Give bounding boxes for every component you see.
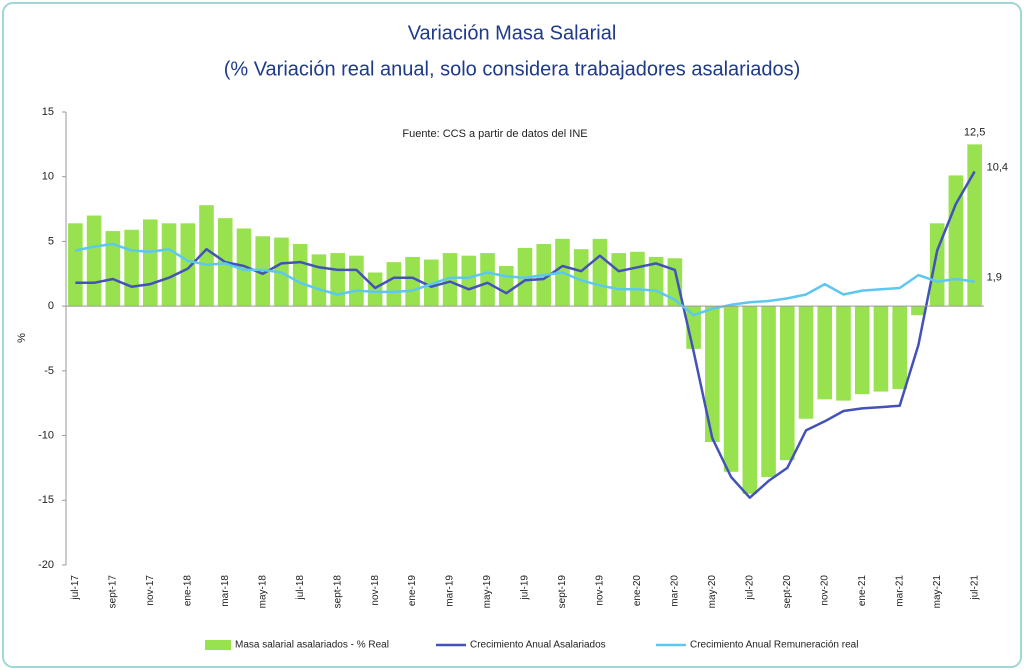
- x-tick-label: may-18: [257, 575, 268, 609]
- bar: [705, 306, 720, 443]
- bar: [648, 256, 664, 307]
- x-tick-label: may-21: [932, 575, 943, 609]
- bar: [817, 306, 833, 400]
- x-tick-label: mar-18: [220, 575, 231, 607]
- data-label: 10,4: [987, 161, 1008, 173]
- bar: [761, 306, 776, 477]
- bar: [948, 175, 964, 307]
- bar: [311, 254, 327, 307]
- bar: [367, 272, 383, 307]
- annotation: Fuente: CCS a partir de datos del INE: [402, 128, 587, 140]
- y-tick-label: 0: [48, 300, 54, 312]
- bar: [142, 219, 158, 307]
- y-tick-label: -20: [38, 559, 54, 571]
- x-tick-label: jul-17: [70, 575, 81, 601]
- x-tick-label: sept-17: [107, 575, 118, 609]
- x-tick-label: jul-18: [295, 575, 306, 601]
- bar: [105, 231, 121, 307]
- legend-label: Crecimiento Anual Asalariados: [470, 640, 606, 651]
- bar: [255, 236, 271, 307]
- bar: [854, 306, 870, 395]
- data-label: 12,5: [964, 126, 985, 138]
- x-tick-label: mar-21: [894, 575, 905, 607]
- bar: [630, 251, 645, 307]
- line: [75, 242, 975, 317]
- y-tick-label: -10: [38, 429, 54, 441]
- x-tick-label: nov-18: [370, 575, 381, 606]
- y-tick-label: 15: [42, 106, 54, 118]
- x-tick-label: may-19: [482, 575, 493, 609]
- line: [75, 170, 976, 499]
- y-tick-label: -15: [38, 494, 54, 506]
- x-tick-label: sept-18: [332, 575, 343, 609]
- bar: [911, 306, 926, 316]
- bar: [330, 253, 345, 307]
- x-tick-label: jul-19: [520, 575, 531, 601]
- chart-title: Variación Masa Salarial: [408, 22, 617, 44]
- bar: [86, 215, 102, 307]
- x-tick-label: ene-20: [632, 575, 643, 607]
- bar: [199, 205, 214, 307]
- x-tick-label: sept-20: [782, 575, 793, 609]
- x-tick-label: nov-20: [819, 575, 830, 606]
- bar: [573, 249, 589, 307]
- bar: [742, 306, 758, 494]
- x-tick-label: sept-19: [557, 575, 568, 609]
- x-tick-label: nov-19: [595, 575, 606, 606]
- bar: [667, 258, 683, 307]
- bar: [967, 144, 982, 307]
- x-tick-label: nov-17: [145, 575, 156, 606]
- bar: [461, 255, 477, 307]
- bar: [442, 253, 458, 307]
- bar: [349, 255, 364, 307]
- bar: [498, 266, 514, 307]
- legend-swatch: [205, 640, 231, 650]
- y-tick-label: 5: [48, 235, 54, 247]
- x-tick-label: ene-19: [407, 575, 418, 607]
- data-label: 1,9: [987, 271, 1002, 283]
- bar: [779, 306, 795, 461]
- bar: [124, 229, 139, 307]
- bar: [180, 223, 196, 307]
- bar: [68, 223, 83, 307]
- x-tick-label: may-20: [707, 575, 718, 609]
- bar: [386, 262, 402, 307]
- bar: [592, 238, 608, 307]
- legend-label: Masa salarial asalariados - % Real: [235, 640, 389, 651]
- bar: [405, 256, 420, 307]
- bar: [161, 223, 177, 307]
- bar: [611, 253, 626, 307]
- bar: [892, 306, 908, 389]
- bar: [873, 306, 889, 392]
- x-tick-label: jul-21: [969, 575, 980, 601]
- y-tick-label: -5: [44, 365, 54, 377]
- x-tick-label: ene-18: [182, 575, 193, 607]
- bar: [723, 306, 739, 472]
- legend-label: Crecimiento Anual Remuneración real: [690, 640, 858, 651]
- y-axis-label: %: [16, 333, 28, 343]
- y-tick-label: 10: [42, 171, 54, 183]
- bar: [292, 244, 308, 307]
- x-tick-label: ene-21: [857, 575, 868, 607]
- x-tick-label: mar-20: [670, 575, 681, 607]
- bar: [798, 306, 814, 419]
- bar: [480, 253, 495, 307]
- x-tick-label: mar-19: [445, 575, 456, 607]
- bar: [836, 306, 851, 401]
- x-tick-label: jul-20: [744, 575, 755, 601]
- chart-subtitle: (% Variación real anual, solo considera …: [224, 58, 801, 80]
